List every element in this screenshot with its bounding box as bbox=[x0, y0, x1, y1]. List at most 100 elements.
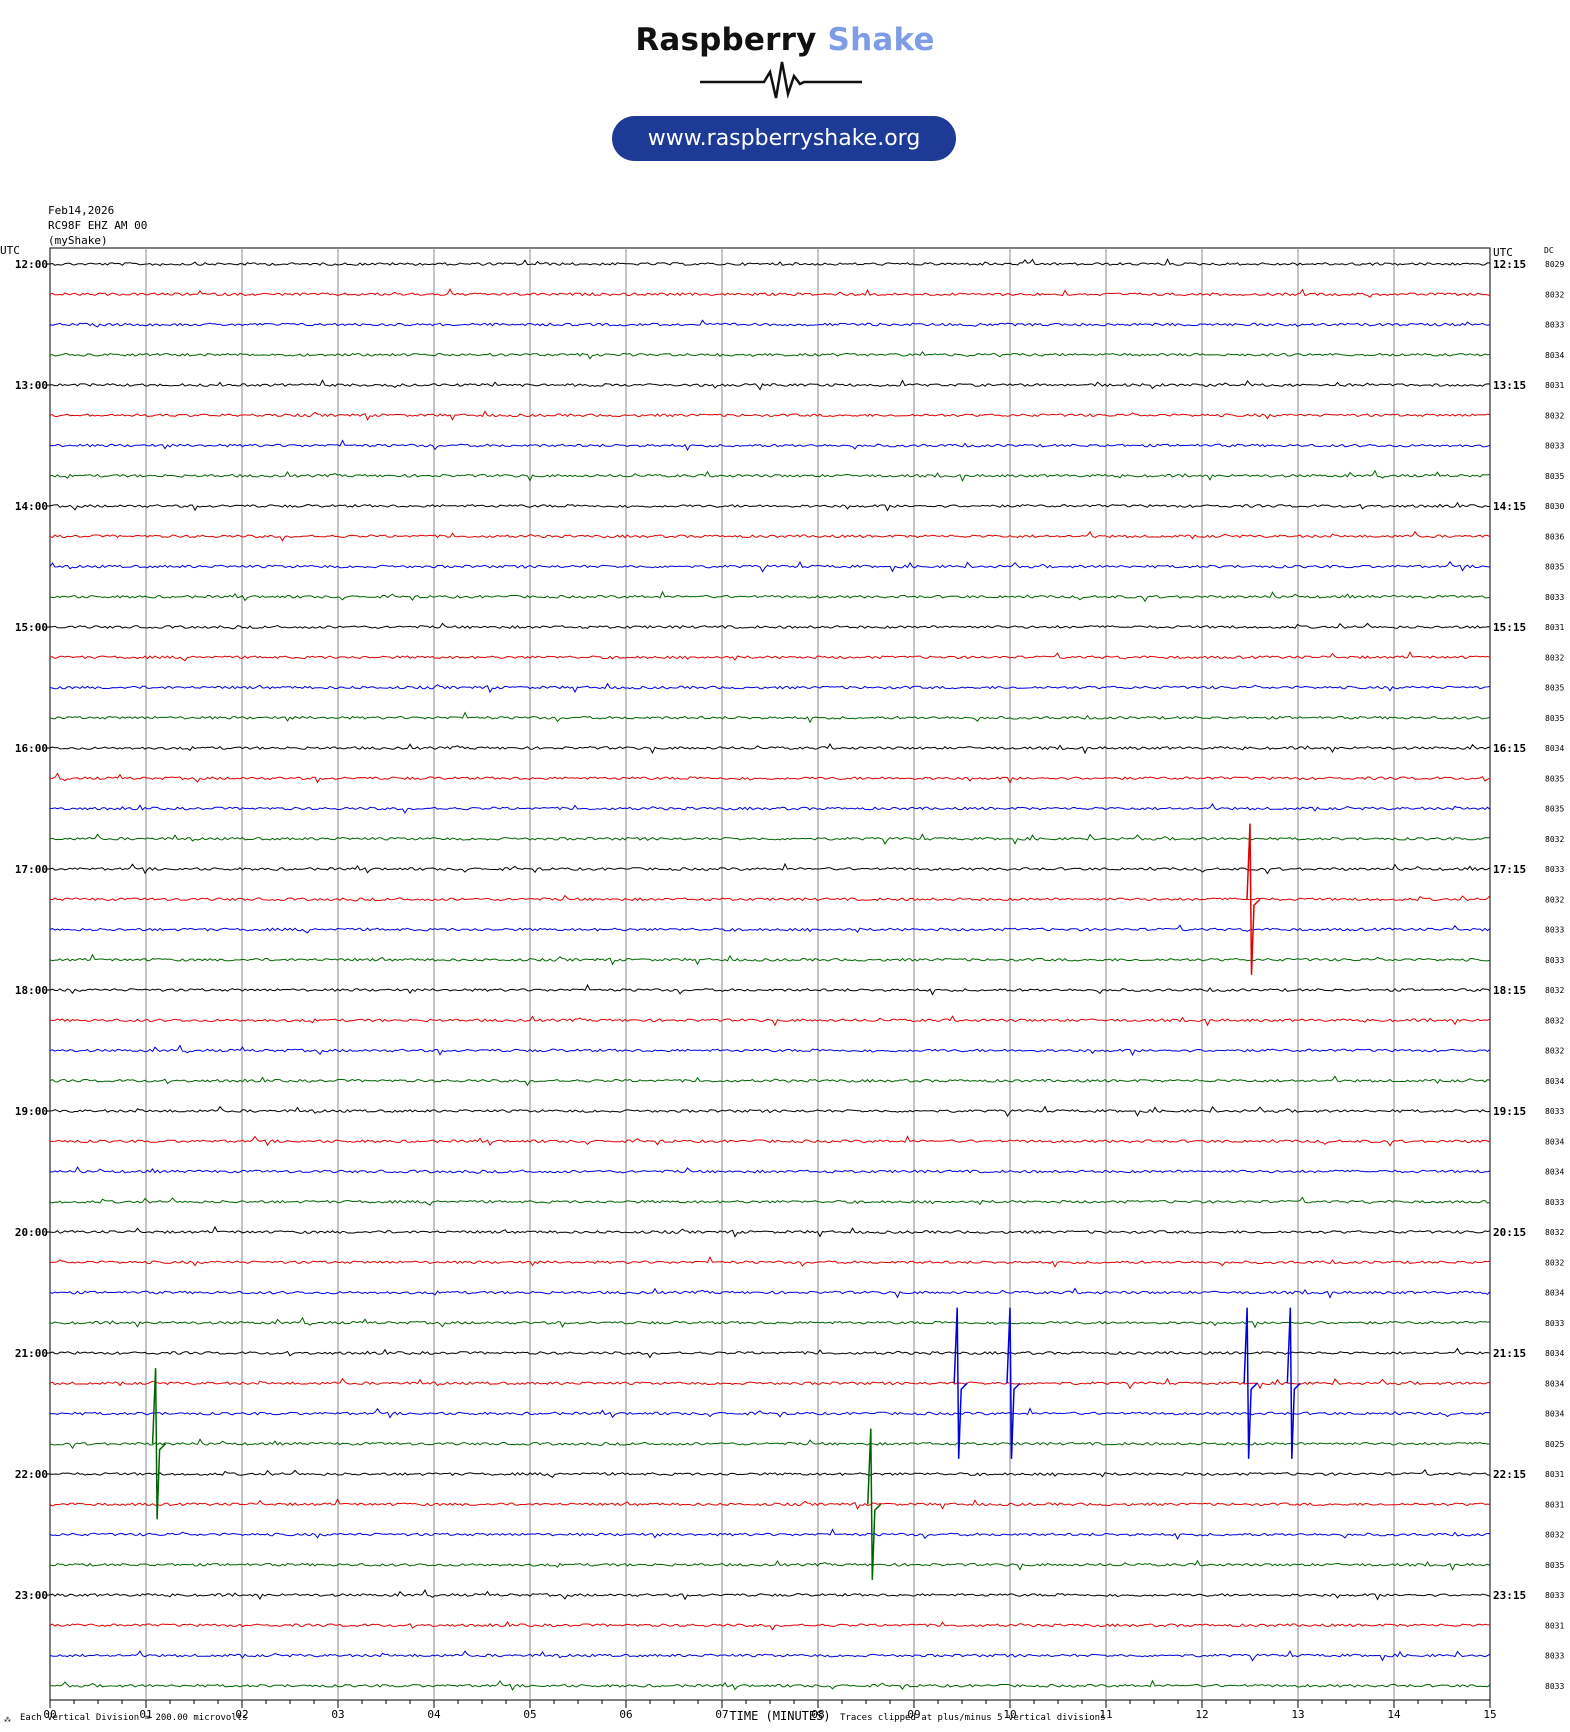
dc-value-label: 8032 bbox=[1545, 411, 1564, 420]
left-hour-label: 15:00 bbox=[15, 621, 48, 634]
dc-value-label: 8025 bbox=[1545, 1440, 1564, 1449]
dc-value-label: 8035 bbox=[1545, 684, 1564, 693]
seismic-trace bbox=[49, 439, 1491, 452]
right-hour-label: 18:15 bbox=[1493, 984, 1526, 997]
seismic-trace bbox=[49, 1075, 1491, 1087]
footer-scale-note: Each Vertical Division = 200.00 microvol… bbox=[20, 1713, 248, 1723]
x-tick-label: 12 bbox=[1195, 1708, 1208, 1721]
dc-value-label: 8030 bbox=[1545, 502, 1564, 511]
right-hour-label: 22:15 bbox=[1493, 1468, 1526, 1481]
seismic-trace bbox=[49, 1679, 1491, 1691]
dc-value-label: 8032 bbox=[1545, 1228, 1564, 1237]
seismic-trace bbox=[49, 1196, 1491, 1206]
seismic-trace bbox=[49, 1650, 1491, 1662]
left-hour-label: 17:00 bbox=[15, 863, 48, 876]
dc-value-label: 8033 bbox=[1545, 321, 1564, 330]
seismic-trace bbox=[49, 894, 1491, 902]
left-hour-label: 20:00 bbox=[15, 1226, 48, 1239]
network-label: (myShake) bbox=[48, 234, 108, 247]
dc-value-label: 8029 bbox=[1545, 260, 1564, 269]
raspberry-shake-logo bbox=[700, 61, 862, 99]
dc-value-label: 8033 bbox=[1545, 593, 1564, 602]
left-hour-label: 19:00 bbox=[15, 1105, 48, 1118]
dc-value-label: 8031 bbox=[1545, 1470, 1564, 1479]
dc-value-label: 8031 bbox=[1545, 381, 1564, 390]
seismic-trace bbox=[49, 1225, 1491, 1238]
seismic-trace bbox=[49, 924, 1491, 934]
dc-value-label: 8033 bbox=[1545, 1198, 1564, 1207]
x-tick-label: 06 bbox=[619, 1708, 632, 1721]
dc-value-label: 8033 bbox=[1545, 926, 1564, 935]
seismic-trace bbox=[49, 1347, 1491, 1359]
dc-value-label: 8034 bbox=[1545, 1137, 1564, 1146]
seismic-trace bbox=[49, 1589, 1491, 1601]
dc-value-label: 8032 bbox=[1545, 1016, 1564, 1025]
seismic-trace bbox=[49, 953, 1491, 966]
dc-value-label: 8034 bbox=[1545, 1077, 1564, 1086]
seismic-trace bbox=[49, 1044, 1491, 1057]
seismic-trace bbox=[49, 590, 1491, 603]
seismic-trace bbox=[49, 379, 1491, 391]
dc-value-label: 8032 bbox=[1545, 1531, 1564, 1540]
seismic-trace bbox=[49, 1407, 1491, 1419]
dc-value-label: 8031 bbox=[1545, 1500, 1564, 1509]
seismic-trace bbox=[49, 711, 1491, 724]
seismic-trace bbox=[49, 530, 1491, 542]
dc-value-label: 8031 bbox=[1545, 1621, 1564, 1630]
dc-value-label: 8033 bbox=[1545, 865, 1564, 874]
seismic-trace bbox=[49, 501, 1491, 512]
event-spike bbox=[1006, 1307, 1021, 1459]
event-spike bbox=[1286, 1307, 1301, 1459]
seismic-trace bbox=[49, 1135, 1491, 1147]
event-spike bbox=[867, 1428, 882, 1580]
right-hour-label: 19:15 bbox=[1493, 1105, 1526, 1118]
left-hour-label: 18:00 bbox=[15, 984, 48, 997]
x-tick-label: 13 bbox=[1291, 1708, 1304, 1721]
dc-value-label: 8034 bbox=[1545, 1168, 1564, 1177]
station-label: RC98F EHZ AM 00 bbox=[48, 219, 148, 232]
seismic-trace bbox=[49, 288, 1491, 298]
seismic-trace bbox=[49, 1377, 1491, 1390]
seismic-trace bbox=[49, 1528, 1491, 1541]
dc-value-label: 8033 bbox=[1545, 1591, 1564, 1600]
dc-value-label: 8036 bbox=[1545, 532, 1564, 541]
right-hour-label: 20:15 bbox=[1493, 1226, 1526, 1239]
brand-name: Raspberry Shake bbox=[635, 22, 935, 58]
seismic-trace bbox=[49, 1498, 1491, 1510]
right-hour-label: 17:15 bbox=[1493, 863, 1526, 876]
dc-value-label: 8034 bbox=[1545, 1349, 1564, 1358]
event-spike bbox=[953, 1307, 968, 1459]
seismic-trace bbox=[49, 410, 1491, 421]
dc-value-label: 8033 bbox=[1545, 1682, 1564, 1691]
seismic-trace bbox=[49, 862, 1491, 875]
seismic-trace bbox=[49, 651, 1491, 662]
seismic-trace bbox=[49, 803, 1491, 814]
seismic-trace bbox=[49, 1015, 1491, 1027]
seismic-trace bbox=[49, 983, 1491, 996]
x-tick-label: 11 bbox=[1099, 1708, 1112, 1721]
seismic-trace bbox=[49, 772, 1491, 784]
seismic-trace bbox=[49, 1105, 1491, 1118]
seismic-trace bbox=[49, 742, 1491, 755]
dc-value-label: 8034 bbox=[1545, 1410, 1564, 1419]
seismic-trace bbox=[49, 682, 1491, 694]
dc-value-label: 8034 bbox=[1545, 351, 1564, 360]
dc-value-label: 8033 bbox=[1545, 442, 1564, 451]
x-tick-label: 07 bbox=[715, 1708, 728, 1721]
event-spike bbox=[151, 1368, 167, 1520]
dc-value-label: 8032 bbox=[1545, 895, 1564, 904]
x-tick-label: 05 bbox=[523, 1708, 536, 1721]
dc-value-label: 8033 bbox=[1545, 1319, 1564, 1328]
dc-value-label: 8035 bbox=[1545, 472, 1564, 481]
left-hour-label: 12:00 bbox=[15, 258, 48, 271]
website-url-link[interactable]: www.raspberryshake.org bbox=[612, 116, 956, 161]
seismic-trace bbox=[49, 560, 1491, 573]
x-tick-label: 09 bbox=[907, 1708, 920, 1721]
seismic-trace bbox=[49, 1287, 1491, 1299]
x-tick-label: 10 bbox=[1003, 1708, 1016, 1721]
right-hour-label: 14:15 bbox=[1493, 500, 1526, 513]
dc-value-label: 8032 bbox=[1545, 986, 1564, 995]
right-hour-label: 16:15 bbox=[1493, 742, 1526, 755]
date-label: Feb14,2026 bbox=[48, 204, 115, 217]
dc-value-label: 8032 bbox=[1545, 835, 1564, 844]
